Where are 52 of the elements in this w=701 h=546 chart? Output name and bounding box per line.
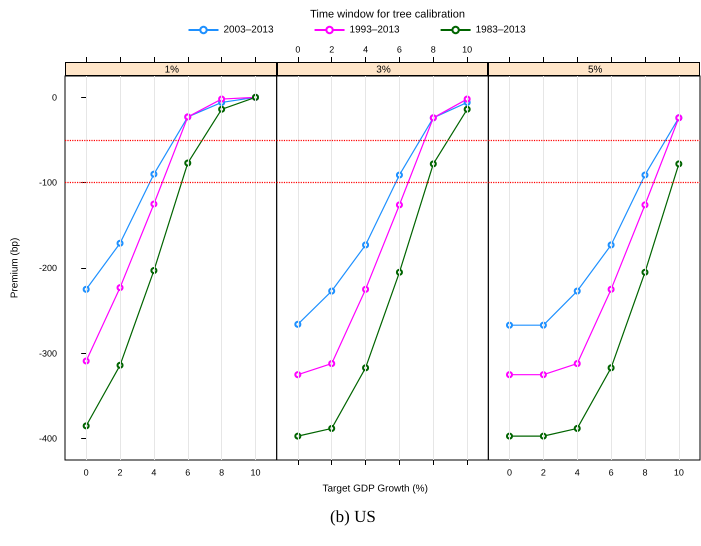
text: (b) US [330, 507, 376, 526]
legend-label: 1993–2013 [350, 24, 400, 36]
point [218, 96, 226, 103]
point [540, 371, 547, 378]
point [641, 268, 648, 276]
y-axis-title: Premium (bp) [10, 238, 20, 298]
point [116, 240, 124, 247]
x-tick-label: 0 [84, 468, 89, 478]
point [675, 160, 682, 168]
legend-label: 1983–2013 [476, 24, 526, 36]
x-tick-label: 10 [674, 468, 684, 478]
point [506, 371, 513, 378]
x-tick-label: 6 [608, 468, 614, 478]
y-tick-label: -400 [38, 434, 57, 444]
point [362, 364, 370, 372]
y-tick-label: -200 [38, 263, 57, 273]
point [506, 322, 513, 329]
x-tick-label: 2 [118, 468, 123, 478]
point [116, 362, 124, 369]
point [116, 284, 124, 292]
chart-title: 5% [588, 64, 602, 76]
point [396, 268, 403, 276]
point [82, 358, 90, 365]
legend-label: 2003–2013 [224, 24, 274, 36]
point [540, 322, 547, 329]
x-tick-label: 4 [363, 44, 368, 54]
x-axis-title: Target GDP Growth (%) [322, 484, 428, 494]
x-tick-label: 6 [396, 44, 402, 54]
chart-title: 1% [164, 64, 180, 76]
x-tick-label: 4 [151, 468, 156, 478]
x-tick-label: 4 [574, 468, 580, 478]
x-tick-label: 6 [185, 468, 190, 478]
point [641, 201, 648, 208]
y-tick-label: -100 [38, 178, 57, 188]
x-tick-label: 0 [295, 44, 300, 54]
x-tick-label: 8 [642, 468, 648, 478]
point [506, 432, 513, 440]
x-tick-label: 8 [430, 44, 436, 54]
x-tick-label: 0 [506, 468, 512, 478]
x-tick-label: 2 [329, 44, 334, 54]
y-tick-label: -300 [38, 348, 57, 358]
x-tick-label: 10 [462, 44, 472, 54]
point [328, 288, 336, 295]
point [362, 286, 370, 293]
point [396, 201, 403, 208]
x-tick-label: 8 [219, 468, 224, 478]
chart-title: 3% [376, 64, 391, 76]
x-tick-label: 2 [540, 468, 546, 478]
y-tick-label: 0 [52, 92, 57, 102]
point [540, 432, 547, 440]
legend-title: Time window for tree calibration [310, 8, 465, 20]
x-tick-label: 10 [250, 468, 261, 478]
